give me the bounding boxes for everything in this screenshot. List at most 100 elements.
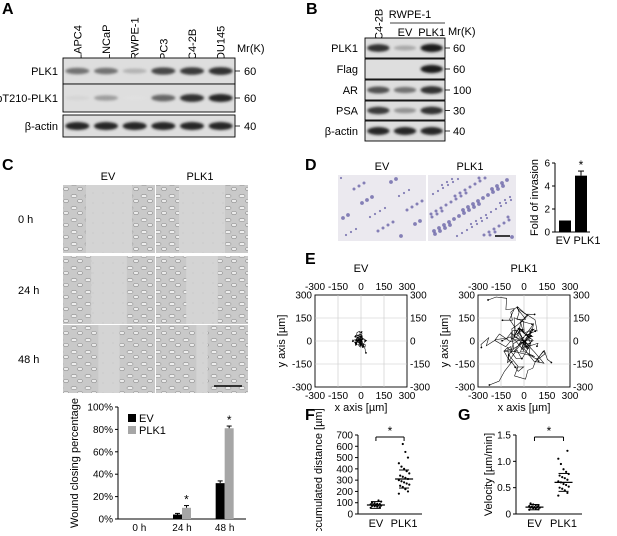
- blot-band: [367, 86, 390, 94]
- x-tick-label: 48 h: [215, 523, 234, 531]
- mw-label: 40: [453, 126, 465, 138]
- track-end: [534, 330, 537, 333]
- panel-a-blots: PLK1 60 pT210-PLK1 60 β-actin 40: [0, 57, 256, 138]
- track-end: [361, 346, 364, 348]
- data-point: [561, 487, 564, 490]
- legend-swatch: [128, 414, 136, 422]
- lane-label: LAPC4: [72, 25, 84, 60]
- cell-dot: [470, 225, 474, 229]
- cell-track: [508, 340, 545, 380]
- cell-dot: [370, 195, 374, 199]
- data-point: [378, 506, 381, 509]
- x-tick-label: 24 h: [172, 523, 191, 531]
- track-end: [527, 347, 530, 349]
- cell-dot: [493, 230, 497, 234]
- lane-label: PLK1: [418, 27, 445, 39]
- cell-dot: [510, 235, 514, 239]
- significance-star: *: [579, 158, 584, 172]
- cell-track: [359, 331, 364, 342]
- panel-f-letter: F: [305, 407, 315, 424]
- bar: [215, 483, 225, 519]
- time-label: 24 h: [18, 285, 39, 297]
- y-axis-label: Fold of invasion: [529, 159, 541, 236]
- track-end: [357, 338, 359, 341]
- mw-label: 30: [453, 106, 465, 118]
- lane-label: C4-2B: [187, 29, 199, 60]
- blot-band: [65, 122, 90, 130]
- cell-dot: [486, 193, 490, 197]
- y-tick-label: 300: [336, 476, 353, 487]
- panel-a: A LAPC4 LNCaP RWPE-1 PC3 C4-2B DU145 Mr(K) PL…: [0, 1, 265, 138]
- cell-dot: [444, 203, 448, 207]
- cell-dot: [391, 220, 395, 224]
- cell-dot: [494, 207, 498, 211]
- cell-dot: [434, 209, 438, 213]
- track-end: [480, 346, 483, 349]
- cell-dot: [362, 181, 366, 185]
- cell-dot: [435, 212, 439, 216]
- y-tick-label: 100%: [87, 403, 113, 414]
- lane-label: PC3: [158, 39, 170, 60]
- data-point: [399, 474, 402, 477]
- data-point: [404, 488, 407, 491]
- cell-dot: [454, 197, 458, 201]
- track-end: [355, 342, 357, 345]
- right-tick-label: 0: [573, 337, 579, 348]
- panel-a-mr-label: Mr(K): [237, 43, 265, 55]
- top-tick-label: 300: [399, 282, 416, 293]
- cell-dot: [441, 186, 445, 190]
- y-tick-label: 4: [544, 182, 550, 193]
- significance-star: *: [227, 413, 232, 427]
- bottom-tick-label: -300: [305, 391, 325, 402]
- top-tick-label: -150: [491, 282, 511, 293]
- data-point: [397, 462, 400, 465]
- bottom-tick-label: 150: [539, 391, 556, 402]
- track-end: [360, 335, 363, 338]
- y-axis-label: y axis [µm]: [276, 315, 288, 368]
- track-end: [533, 313, 536, 316]
- data-point: [402, 467, 406, 470]
- mw-label: 60: [244, 93, 256, 105]
- y-tick-label: 0: [544, 228, 550, 239]
- bottom-tick-label: 0: [358, 391, 364, 402]
- cell-dot: [485, 216, 489, 220]
- mw-label: 60: [453, 64, 465, 76]
- track-end: [517, 327, 520, 330]
- cell-dot: [349, 230, 353, 234]
- cell-dot: [503, 198, 507, 202]
- legend-swatch: [128, 426, 136, 434]
- blot-band: [367, 106, 390, 115]
- cell-dot: [436, 189, 440, 193]
- panel-c: C EV PLK1 0 h 24 h 48 h 0% 20% 40% 60% 80% 100%…: [2, 157, 248, 534]
- panel-c-letter: C: [2, 157, 14, 174]
- cell-track: [494, 333, 525, 352]
- top-tick-label: 150: [539, 282, 556, 293]
- cell-dot: [484, 213, 488, 217]
- lane-label: LNCaP: [101, 25, 113, 60]
- track-end: [529, 331, 532, 333]
- significance-star: *: [184, 493, 189, 507]
- cell-dot: [492, 227, 496, 231]
- cell-dot: [468, 185, 472, 189]
- cell-dot: [445, 180, 449, 184]
- blot-band: [151, 67, 176, 75]
- blot-band: [151, 94, 176, 102]
- track-end: [537, 360, 540, 363]
- cell-dot: [489, 210, 493, 214]
- cell-dot: [397, 194, 401, 198]
- lane-label: RWPE-1: [130, 17, 142, 60]
- track-end: [351, 340, 354, 343]
- cell-dot: [478, 179, 482, 183]
- data-point: [404, 450, 407, 454]
- panel-d-invasion-images: [338, 175, 516, 241]
- x-axis-label: x axis [µm]: [335, 402, 388, 414]
- data-point: [400, 480, 403, 483]
- cell-dot: [360, 201, 364, 205]
- cell-track: [520, 313, 535, 344]
- cell-dot: [378, 209, 382, 213]
- left-tick-label: 150: [458, 314, 475, 325]
- blot-band: [93, 95, 119, 101]
- cell-dot: [450, 177, 454, 181]
